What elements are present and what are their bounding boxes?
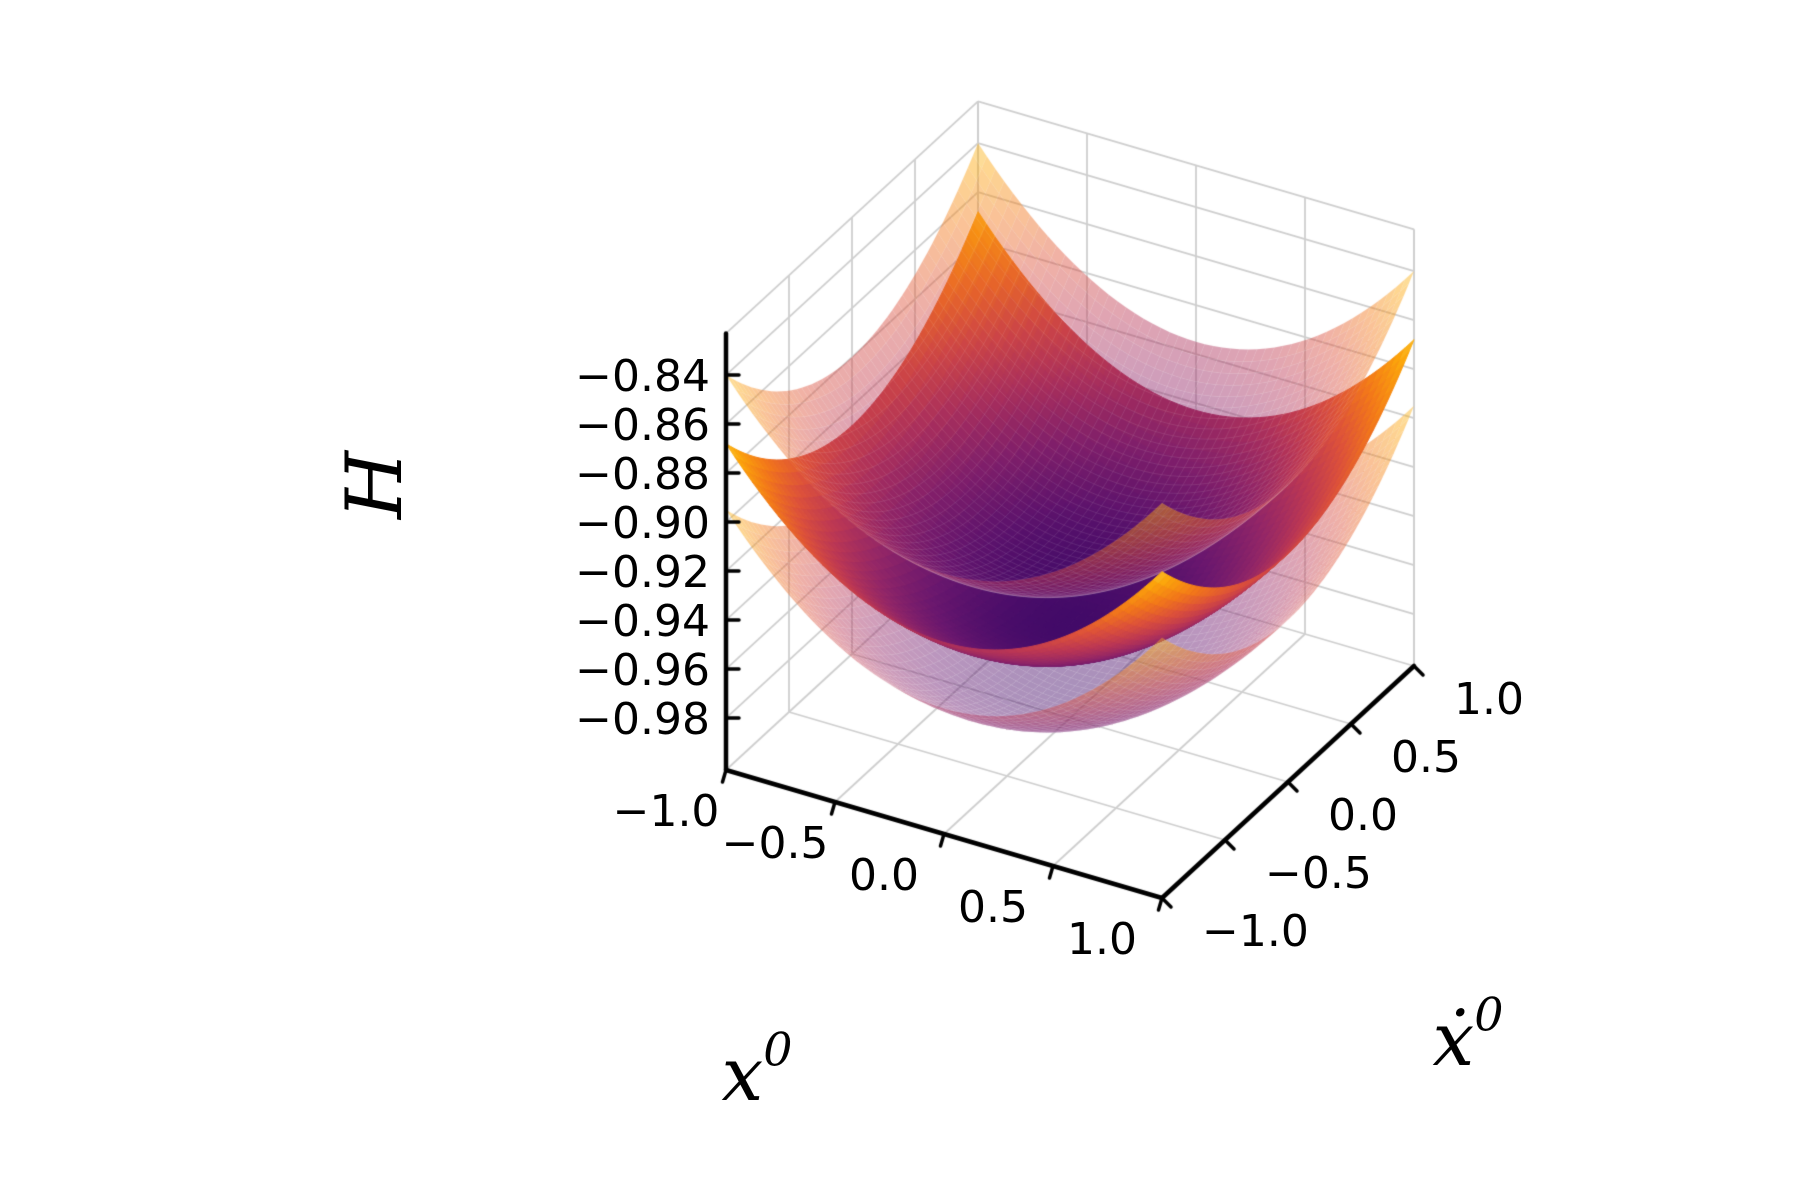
y-tick-label: 1.0	[1454, 674, 1524, 725]
z-tick-label: −0.98	[575, 694, 710, 746]
x-axis-label: x0	[722, 1027, 793, 1112]
x-axis-label-text: x0	[721, 1022, 793, 1118]
x-tick-label: −0.5	[721, 818, 829, 869]
y-tick-label: −1.0	[1202, 906, 1309, 957]
z-tick-label: −0.88	[575, 449, 710, 501]
z-tick-label: −0.86	[575, 400, 710, 452]
x-tick-label: 1.0	[1067, 914, 1137, 965]
y-tick-label: −0.5	[1265, 848, 1372, 899]
y-tick-label: 0.5	[1391, 732, 1461, 783]
z-axis-label-text: H	[330, 450, 420, 520]
z-tick-label: −0.92	[575, 547, 710, 599]
x-tick-label: −1.0	[612, 786, 720, 837]
x-tick-label: 0.0	[849, 850, 919, 901]
z-tick-label: −0.94	[575, 596, 710, 648]
x-tick-label: 0.5	[958, 882, 1028, 933]
y-tick-label: 0.0	[1328, 790, 1398, 841]
z-tick-label: −0.96	[575, 645, 710, 697]
z-axis-label: H	[330, 451, 420, 519]
z-tick-label: −0.84	[575, 351, 710, 403]
y-axis-label-text: ẋ0	[1432, 987, 1504, 1083]
y-axis-label: ẋ0	[1433, 992, 1504, 1077]
z-tick-label: −0.90	[575, 498, 710, 550]
